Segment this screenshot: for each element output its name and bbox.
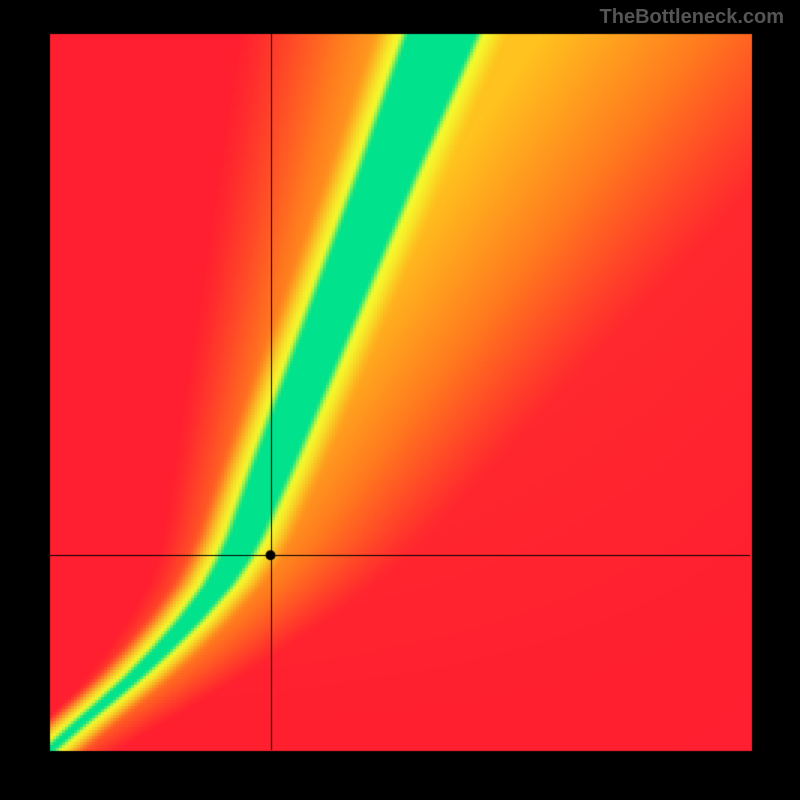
bottleneck-heatmap (0, 0, 800, 800)
attribution-text: TheBottleneck.com (600, 6, 784, 29)
figure-container: TheBottleneck.com (0, 0, 800, 800)
